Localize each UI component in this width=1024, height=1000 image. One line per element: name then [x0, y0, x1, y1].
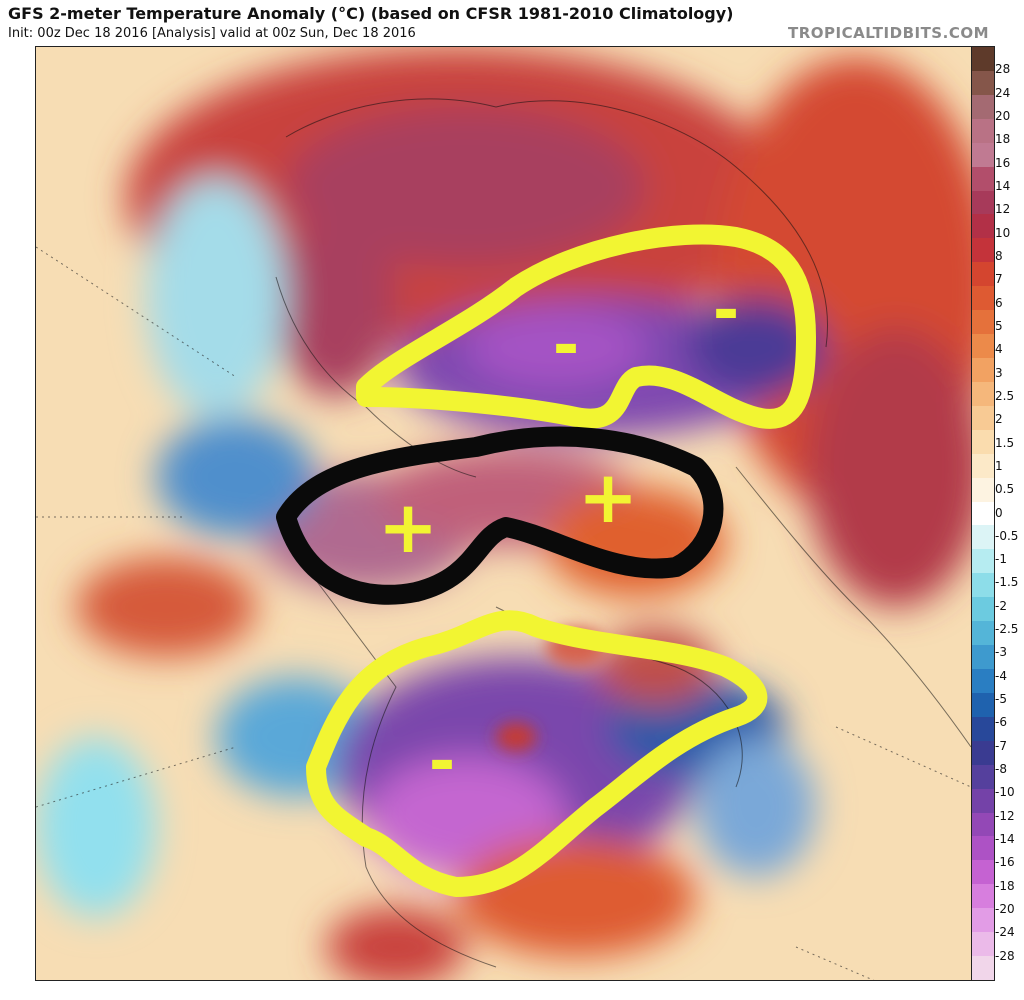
- colorbar-tick-label: 6: [995, 295, 1003, 310]
- colorbar-segment: [972, 405, 994, 431]
- colorbar-segment: [972, 214, 994, 239]
- colorbar-segment: [972, 501, 994, 526]
- colorbar-segment: [972, 262, 994, 287]
- colorbar-segment: [972, 358, 994, 383]
- colorbar-segment: [972, 956, 994, 981]
- colorbar-segment: [972, 525, 994, 550]
- colorbar-segment: [972, 812, 994, 837]
- colorbar-tick-label: -16: [995, 855, 1015, 870]
- colorbar-tick-label: 2: [995, 412, 1003, 427]
- colorbar-tick-label: 24: [995, 85, 1011, 100]
- colorbar-segment: [972, 453, 994, 479]
- colorbar-segment: [972, 932, 994, 957]
- colorbar-segment: [972, 334, 994, 359]
- colorbar-segment: [972, 597, 994, 622]
- colorbar-segment: [972, 884, 994, 909]
- colorbar-tick-label: 2.5: [995, 388, 1015, 403]
- page-title: GFS 2-meter Temperature Anomaly (°C) (ba…: [8, 4, 734, 23]
- colorbar-segment: [972, 142, 994, 168]
- colorbar-segment: [972, 621, 994, 646]
- cold-outline-north-america: [306, 610, 768, 897]
- colorbar-segment: [972, 47, 994, 72]
- colorbar-tick-label: -24: [995, 925, 1015, 940]
- colorbar-tick-label: 20: [995, 108, 1011, 123]
- colorbar-segment: [972, 118, 994, 144]
- colorbar-segment: [972, 740, 994, 766]
- colorbar-tick-label: 5: [995, 318, 1003, 333]
- colorbar-segment: [972, 573, 994, 598]
- colorbar-tick-label: -1.5: [995, 575, 1019, 590]
- colorbar-tick-label: -1: [995, 552, 1007, 567]
- colorbar-tick-label: -5: [995, 692, 1007, 707]
- colorbar-segment: [972, 166, 994, 192]
- plus-sign-western-arctic: +: [378, 485, 438, 569]
- colorbar-segment: [972, 310, 994, 335]
- colorbar-tick-label: 14: [995, 178, 1011, 193]
- colorbar-tick-label: 4: [995, 342, 1003, 357]
- colorbar-segment: [972, 788, 994, 814]
- colorbar-tick-label: 1.5: [995, 435, 1015, 450]
- minus-sign-north-america: -: [429, 725, 456, 799]
- warm-outline-arctic: [276, 426, 724, 605]
- minus-sign-central-siberia: -: [553, 309, 580, 383]
- colorbar-tick-label: 8: [995, 248, 1003, 263]
- colorbar-tick-label: -8: [995, 762, 1007, 777]
- colorbar-tick-label: 1: [995, 458, 1003, 473]
- anomaly-map: + + - - -: [35, 46, 972, 981]
- colorbar-tick-label: -2: [995, 598, 1007, 613]
- colorbar-tick-label: 16: [995, 155, 1011, 170]
- colorbar-segment: [972, 94, 994, 120]
- cold-outline-siberia: [356, 224, 816, 429]
- colorbar-tick-label: -14: [995, 832, 1015, 847]
- colorbar-segment: [972, 669, 994, 694]
- colorbar-tick-label: 18: [995, 132, 1011, 147]
- colorbar-tick-label: -18: [995, 878, 1015, 893]
- run-info: Init: 00z Dec 18 2016 [Analysis] valid a…: [8, 26, 416, 41]
- colorbar-tick-label: 3: [995, 365, 1003, 380]
- colorbar-segment: [972, 429, 994, 455]
- colorbar-segment: [972, 764, 994, 790]
- colorbar-segment: [972, 692, 994, 718]
- colorbar-tick-label: -10: [995, 785, 1015, 800]
- colorbar: [971, 46, 995, 981]
- colorbar-segment: [972, 549, 994, 574]
- colorbar-segment: [972, 477, 994, 503]
- colorbar-segment: [972, 860, 994, 885]
- colorbar-segment: [972, 381, 994, 407]
- colorbar-tick-label: -3: [995, 645, 1007, 660]
- colorbar-tick-label: 0.5: [995, 482, 1015, 497]
- colorbar-tick-label: 28: [995, 62, 1011, 77]
- colorbar-segment: [972, 645, 994, 670]
- colorbar-tick-label: -7: [995, 738, 1007, 753]
- colorbar-segment: [972, 908, 994, 933]
- minus-sign-eastern-siberia: -: [713, 274, 740, 348]
- colorbar-tick-label: 12: [995, 202, 1011, 217]
- colorbar-tick-label: 10: [995, 225, 1011, 240]
- colorbar-segment: [972, 70, 994, 96]
- colorbar-segment: [972, 286, 994, 311]
- colorbar-segment: [972, 836, 994, 861]
- colorbar-tick-label: 0: [995, 505, 1003, 520]
- colorbar-tick-label: -6: [995, 715, 1007, 730]
- colorbar-segment: [972, 190, 994, 215]
- colorbar-tick-label: -4: [995, 668, 1007, 683]
- colorbar-segment: [972, 716, 994, 742]
- colorbar-tick-label: -28: [995, 948, 1015, 963]
- colorbar-tick-label: -12: [995, 808, 1015, 823]
- plus-sign-eastern-arctic: +: [578, 455, 638, 539]
- colorbar-tick-label: -0.5: [995, 528, 1019, 543]
- colorbar-segment: [972, 238, 994, 263]
- colorbar-tick-label: 7: [995, 272, 1003, 287]
- colorbar-tick-label: -20: [995, 902, 1015, 917]
- colorbar-tick-label: -2.5: [995, 622, 1019, 637]
- site-credit: TROPICALTIDBITS.COM: [788, 24, 989, 42]
